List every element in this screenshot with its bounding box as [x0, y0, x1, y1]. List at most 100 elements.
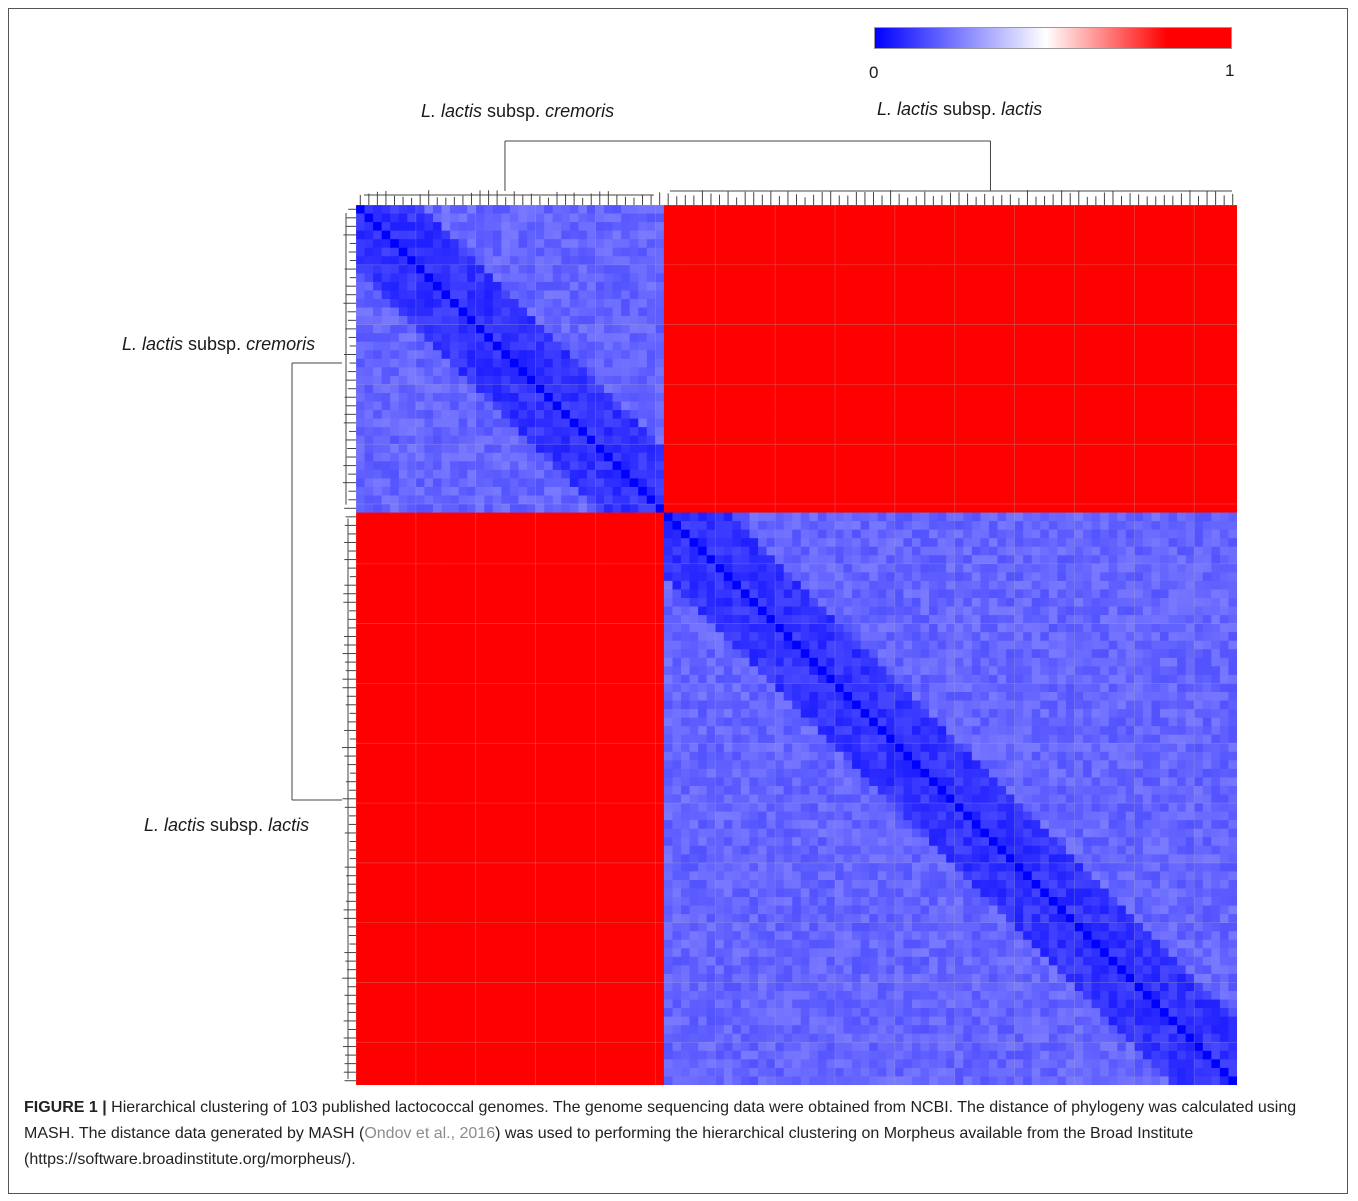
- heatmap-cell: [749, 308, 758, 317]
- heatmap-cell: [1066, 444, 1075, 453]
- heatmap-cell: [681, 538, 690, 547]
- heatmap-cell: [1177, 513, 1186, 522]
- heatmap-cell: [1203, 402, 1212, 411]
- heatmap-cell: [1177, 350, 1186, 359]
- heatmap-cell: [758, 214, 767, 223]
- heatmap-cell: [467, 572, 476, 581]
- heatmap-cell: [895, 410, 904, 419]
- heatmap-cell: [1117, 350, 1126, 359]
- heatmap-cell: [801, 308, 810, 317]
- heatmap-cell: [1126, 384, 1135, 393]
- heatmap-cell: [972, 350, 981, 359]
- heatmap-cell: [681, 282, 690, 291]
- heatmap-cell: [732, 572, 741, 581]
- heatmap-cell: [647, 402, 656, 411]
- heatmap-cell: [424, 564, 433, 573]
- heatmap-cell: [724, 316, 733, 325]
- heatmap-cell: [1074, 308, 1083, 317]
- heatmap-cell: [1151, 376, 1160, 385]
- heatmap-cell: [1228, 504, 1237, 513]
- heatmap-cell: [596, 589, 605, 598]
- heatmap-cell: [570, 419, 579, 428]
- heatmap-cell: [407, 581, 416, 590]
- heatmap-cell: [938, 461, 947, 470]
- heatmap-cell: [1023, 513, 1032, 522]
- heatmap-cell: [655, 256, 664, 265]
- heatmap-cell: [1194, 521, 1203, 530]
- heatmap-cell: [869, 521, 878, 530]
- heatmap-cell: [510, 205, 519, 214]
- heatmap-cell: [998, 273, 1007, 282]
- heatmap-cell: [1023, 453, 1032, 462]
- heatmap-cell: [424, 513, 433, 522]
- heatmap-cell: [1006, 359, 1015, 368]
- heatmap-cell: [835, 581, 844, 590]
- heatmap-cell: [903, 239, 912, 248]
- heatmap-cell: [835, 478, 844, 487]
- heatmap-cell: [938, 572, 947, 581]
- heatmap-cell: [698, 290, 707, 299]
- heatmap-cell: [450, 513, 459, 522]
- heatmap-cell: [758, 342, 767, 351]
- heatmap-cell: [424, 470, 433, 479]
- heatmap-cell: [741, 419, 750, 428]
- heatmap-cell: [519, 427, 528, 436]
- heatmap-cell: [664, 256, 673, 265]
- heatmap-cell: [921, 231, 930, 240]
- heatmap-cell: [1203, 419, 1212, 428]
- heatmap-cell: [621, 530, 630, 539]
- heatmap-cell: [373, 214, 382, 223]
- heatmap-cell: [476, 530, 485, 539]
- heatmap-cell: [390, 265, 399, 274]
- heatmap-cell: [878, 495, 887, 504]
- heatmap-cell: [1092, 487, 1101, 496]
- heatmap-cell: [501, 282, 510, 291]
- heatmap-cell: [382, 299, 391, 308]
- heatmap-cell: [886, 367, 895, 376]
- heatmap-cell: [681, 444, 690, 453]
- heatmap-cell: [416, 342, 425, 351]
- heatmap-cell: [775, 555, 784, 564]
- heatmap-cell: [784, 214, 793, 223]
- heatmap-cell: [1057, 325, 1066, 334]
- heatmap-cell: [1203, 581, 1212, 590]
- heatmap-cell: [946, 495, 955, 504]
- heatmap-cell: [1203, 256, 1212, 265]
- heatmap-cell: [989, 214, 998, 223]
- heatmap-cell: [544, 342, 553, 351]
- heatmap-cell: [1169, 376, 1178, 385]
- heatmap-cell: [501, 316, 510, 325]
- heatmap-cell: [835, 256, 844, 265]
- heatmap-cell: [980, 513, 989, 522]
- heatmap-cell: [672, 350, 681, 359]
- heatmap-cell: [895, 513, 904, 522]
- heatmap-cell: [818, 256, 827, 265]
- heatmap-cell: [732, 222, 741, 231]
- heatmap-cell: [826, 376, 835, 385]
- heatmap-cell: [647, 231, 656, 240]
- heatmap-cell: [604, 513, 613, 522]
- heatmap-cell: [416, 504, 425, 513]
- heatmap-cell: [1134, 530, 1143, 539]
- heatmap-cell: [955, 581, 964, 590]
- heatmap-cell: [835, 384, 844, 393]
- heatmap-cell: [1203, 316, 1212, 325]
- heatmap-cell: [493, 342, 502, 351]
- heatmap-cell: [1057, 521, 1066, 530]
- heatmap-cell: [749, 538, 758, 547]
- heatmap-cell: [998, 419, 1007, 428]
- heatmap-cell: [416, 419, 425, 428]
- heatmap-cell: [1109, 572, 1118, 581]
- heatmap-cell: [1194, 333, 1203, 342]
- heatmap-cell: [826, 513, 835, 522]
- heatmap-cell: [921, 205, 930, 214]
- heatmap-cell: [886, 239, 895, 248]
- heatmap-cell: [690, 248, 699, 257]
- heatmap-cell: [621, 393, 630, 402]
- heatmap-cell: [946, 453, 955, 462]
- heatmap-cell: [407, 248, 416, 257]
- heatmap-cell: [1220, 376, 1229, 385]
- heatmap-cell: [390, 581, 399, 590]
- heatmap-cell: [681, 214, 690, 223]
- heatmap-cell: [758, 316, 767, 325]
